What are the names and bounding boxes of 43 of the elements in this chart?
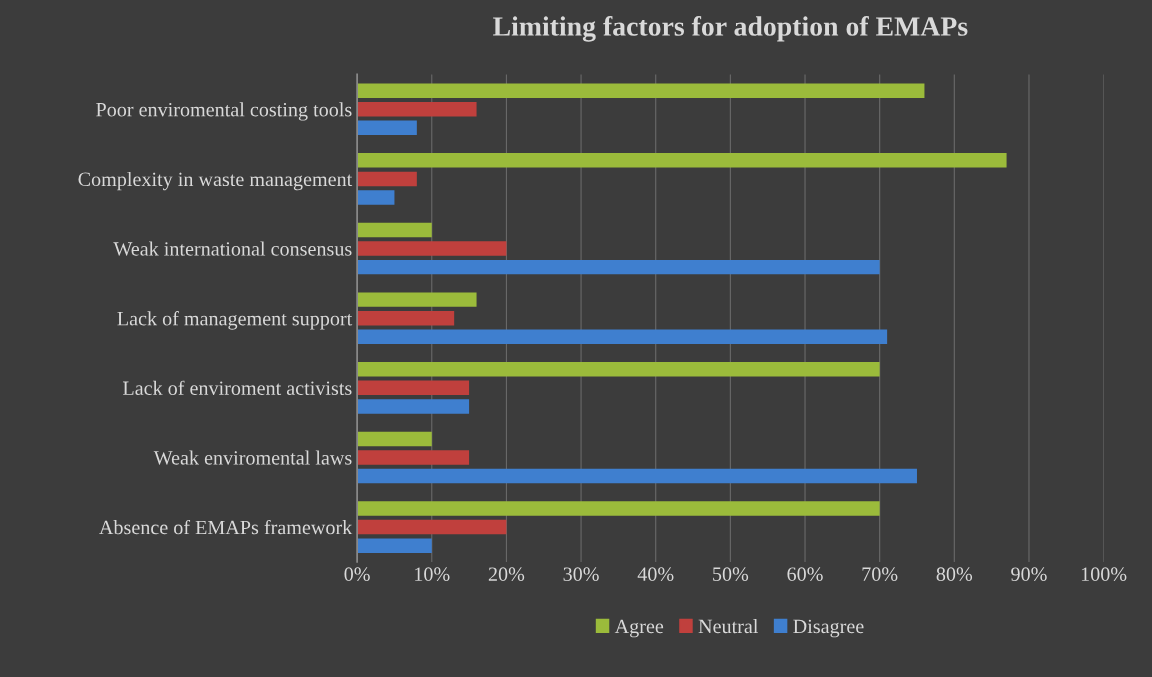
x-tick-label: 20% [488,567,525,582]
bar [357,292,477,307]
bar [357,329,888,344]
x-tick-label: 90% [1011,567,1047,582]
x-tick-label: 30% [563,567,599,582]
x-tick-label: 40% [637,567,674,582]
bar [357,399,470,414]
bar [357,171,417,187]
bar [357,120,417,136]
bar [357,190,395,205]
bar [357,538,432,553]
bar [357,259,880,275]
bar [357,241,507,256]
bar [357,431,432,447]
x-tick-label: 60% [787,567,823,582]
bar [357,362,880,377]
x-tick-label: 70% [862,567,898,582]
bar [357,450,470,465]
y-tick-label: Complexity in waste management [78,171,353,191]
x-tick-label: 10% [415,567,450,582]
y-tick-label: Poor enviromental costing tools [96,102,352,121]
bar [357,222,432,238]
y-tick-label: Weak enviromental laws [153,450,352,465]
y-tick-label: Lack of management support [117,311,353,330]
x-tick-label: 80% [936,567,973,582]
legend-label: Agree [614,619,664,638]
x-tick-label: 100% [1081,567,1127,582]
legend-label: Disagree [793,619,864,638]
bar [357,380,470,396]
chart-title: Limiting factors for adoption of EMAPs [493,16,968,42]
y-tick-label: Weak international consensus [113,241,352,256]
bar [357,153,1007,168]
bar [357,501,880,516]
bar [357,468,917,484]
y-tick-label: Absence of EMAPs framework [99,519,353,535]
bar [357,83,925,98]
bar [357,102,477,117]
x-tick-label: 0% [344,567,370,582]
y-tick-label: Lack of enviroment activists [122,380,352,396]
x-tick-label: 50% [713,567,749,582]
legend-label: Neutral [698,619,759,634]
bar [357,519,507,535]
bar [357,310,455,326]
